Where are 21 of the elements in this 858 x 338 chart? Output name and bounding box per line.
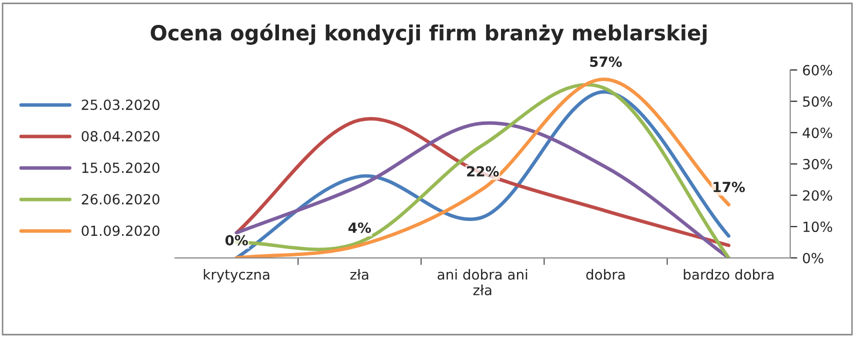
x-tick-label: krytyczna (204, 269, 270, 282)
x-tick-label: ani dobra ani zła (438, 269, 528, 296)
y-tick-label: 40% (802, 128, 832, 138)
y-tick-label: 10% (804, 222, 832, 232)
legend-label: 25.03.2020 (82, 100, 160, 110)
data-label: 57% (590, 56, 622, 67)
data-label: 17% (714, 182, 745, 192)
y-tick-label: 20% (803, 190, 832, 201)
legend-label: 01.09.2020 (82, 226, 160, 236)
data-label: 4% (348, 222, 371, 233)
legend-label: 15.05.2020 (82, 162, 160, 174)
x-tick-label: zła (350, 269, 368, 280)
y-tick-label: 30% (803, 158, 832, 170)
x-tick-label: dobra (586, 269, 625, 280)
legend-label: 26.06.2020 (82, 194, 160, 205)
chart-title: Ocena ogólnej kondycji firm branży meblarskiej (150, 24, 707, 45)
y-tick-label: 0% (802, 252, 824, 264)
legend-label: 08.04.2020 (82, 131, 160, 142)
y-tick-label: 50% (803, 96, 832, 107)
y-tick-label: 60% (802, 64, 832, 76)
x-tick-label: bardzo dobra (684, 269, 774, 280)
